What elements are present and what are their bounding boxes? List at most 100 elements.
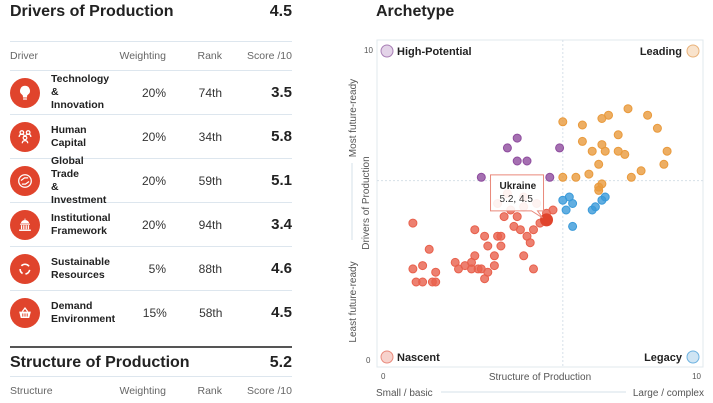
data-point-high-potential[interactable] (512, 156, 522, 166)
data-point-legacy[interactable] (590, 202, 600, 212)
driver-row-demand[interactable]: Demand Environment 15% 58th 4.5 (10, 290, 292, 334)
data-point-nascent[interactable] (470, 251, 480, 261)
data-point-leading[interactable] (584, 169, 594, 179)
data-point-leading[interactable] (652, 123, 662, 133)
data-point-nascent[interactable] (424, 244, 434, 254)
y-axis-title: Drivers of Production (361, 156, 372, 249)
quadrant-label-leading: Leading (640, 46, 682, 58)
structure-score: 5.2 (269, 354, 292, 371)
y-axis-high-label: Most future-ready (348, 79, 359, 157)
driver-rank: 88th (198, 261, 222, 276)
data-point-legacy[interactable] (568, 221, 578, 231)
data-point-leading[interactable] (636, 166, 646, 176)
data-point-leading[interactable] (604, 110, 613, 120)
data-point-nascent[interactable] (525, 238, 535, 248)
driver-weighting: 15% (142, 305, 167, 320)
structure-table-header: Structure Weighting Rank Score /10 (10, 376, 292, 403)
data-point-leading[interactable] (587, 146, 597, 156)
data-point-legacy[interactable] (561, 205, 571, 215)
y-tick-10: 10 (364, 46, 373, 55)
structure-section: Structure of Production 5.2 (10, 346, 292, 377)
institution-icon (10, 209, 40, 240)
data-point-nascent[interactable] (418, 261, 428, 271)
driver-name: Institutional Framework (51, 211, 111, 237)
drivers-score: 4.5 (269, 3, 292, 20)
data-point-leading[interactable] (594, 185, 604, 195)
data-point-nascent[interactable] (431, 267, 441, 277)
data-point-nascent[interactable] (408, 218, 418, 228)
data-point-high-potential[interactable] (512, 133, 522, 143)
data-point-nascent[interactable] (489, 251, 499, 261)
data-point-leading[interactable] (613, 130, 623, 140)
exchange-icon (10, 165, 40, 196)
lightbulb-icon (10, 77, 40, 108)
data-point-high-potential[interactable] (555, 143, 565, 153)
data-point-nascent[interactable] (496, 241, 506, 251)
data-point-high-potential[interactable] (522, 156, 532, 166)
data-point-high-potential[interactable] (476, 172, 486, 182)
driver-name: Global Trade & Investment (51, 154, 107, 206)
data-point-nascent[interactable] (483, 241, 493, 251)
data-point-leading[interactable] (594, 159, 604, 169)
data-point-high-potential[interactable] (545, 172, 555, 182)
nascent-legend-icon (380, 350, 394, 364)
data-point-leading[interactable] (577, 136, 587, 146)
x-axis-title: Structure of Production (489, 372, 591, 383)
data-point-leading[interactable] (620, 149, 630, 159)
col-score: Score /10 (247, 50, 292, 62)
driver-row-technology[interactable]: Technology & Innovation 20% 74th 3.5 (10, 70, 292, 114)
quadrant-label-legacy: Legacy (644, 352, 683, 364)
data-point-leading[interactable] (577, 120, 587, 130)
data-point-nascent[interactable] (483, 267, 493, 277)
driver-row-human-capital[interactable]: Human Capital 20% 34th 5.8 (10, 114, 292, 158)
data-point-nascent[interactable] (499, 212, 509, 222)
data-point-leading[interactable] (571, 172, 581, 182)
data-point-nascent[interactable] (470, 225, 480, 235)
data-point-leading[interactable] (662, 146, 672, 156)
archetype-panel: Archetype Most future-ready Drivers of P… (340, 0, 713, 403)
tooltip-box (490, 174, 545, 219)
driver-score: 4.6 (271, 260, 292, 277)
data-point-high-potential[interactable] (502, 143, 512, 153)
data-point-nascent[interactable] (529, 225, 538, 235)
driver-rank: 74th (198, 85, 222, 100)
driver-rank: 34th (198, 129, 222, 144)
driver-row-global-trade[interactable]: Global Trade & Investment 20% 59th 5.1 (10, 155, 292, 206)
driver-score: 3.5 (271, 84, 292, 101)
data-point-leading[interactable] (643, 110, 653, 120)
x-tick-10: 10 (692, 372, 701, 381)
data-point-legacy[interactable] (600, 192, 610, 202)
data-point-leading[interactable] (623, 104, 633, 114)
data-point-nascent[interactable] (496, 231, 506, 241)
data-point-ukraine[interactable] (540, 213, 554, 227)
data-point-nascent[interactable] (489, 261, 499, 271)
driver-row-institutional[interactable]: Institutional Framework 20% 94th 3.4 (10, 202, 292, 246)
data-point-leading[interactable] (659, 159, 669, 169)
data-point-nascent[interactable] (480, 231, 490, 241)
data-point-nascent[interactable] (418, 277, 428, 287)
recycle-icon (10, 253, 40, 284)
data-point-nascent[interactable] (548, 205, 558, 215)
drivers-section: Drivers of Production 4.5 (10, 0, 292, 24)
data-point-nascent[interactable] (512, 212, 522, 222)
drivers-title: Drivers of Production (10, 3, 174, 20)
data-point-leading[interactable] (600, 146, 610, 156)
data-point-leading[interactable] (558, 172, 568, 182)
driver-name: Sustainable Resources (51, 255, 110, 281)
tooltip-country: Ukraine (500, 181, 537, 192)
data-point-nascent[interactable] (519, 251, 529, 261)
data-point-nascent[interactable] (529, 264, 538, 274)
tooltip-ukraine: Ukraine 5.2, 4.5 (490, 174, 545, 219)
structure-header: Structure of Production 5.2 (10, 349, 292, 377)
data-point-nascent[interactable] (431, 277, 441, 287)
data-point-nascent[interactable] (515, 225, 525, 235)
scatter-points (408, 104, 672, 287)
data-point-leading[interactable] (558, 117, 568, 127)
driver-rank: 94th (198, 217, 222, 232)
data-point-legacy[interactable] (568, 199, 578, 208)
data-point-leading[interactable] (626, 172, 636, 182)
driver-row-sustainable[interactable]: Sustainable Resources 5% 88th 4.6 (10, 246, 292, 290)
x-axis-low-label: Small / basic (376, 388, 433, 399)
data-point-nascent[interactable] (408, 264, 418, 274)
col-structure: Structure (10, 385, 53, 397)
